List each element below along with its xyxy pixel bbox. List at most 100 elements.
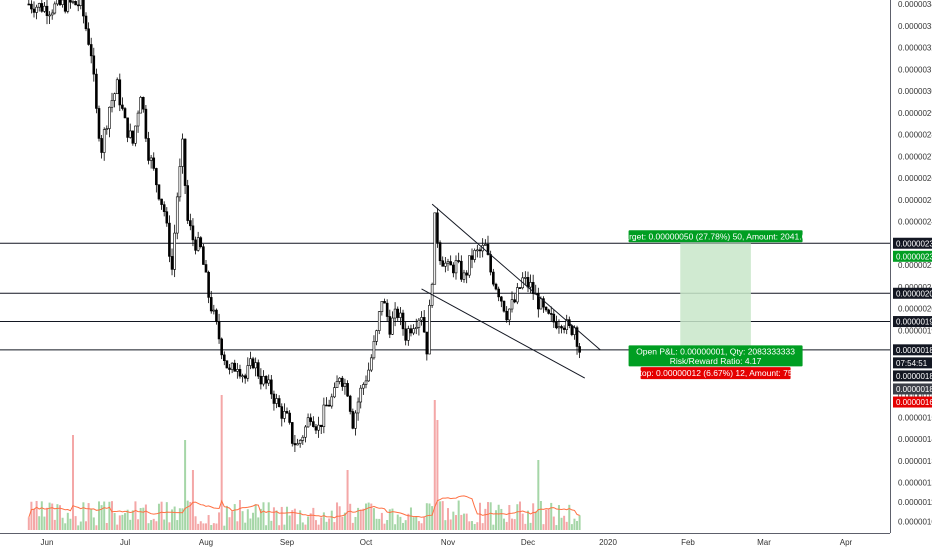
candle-body [529,282,532,288]
candle [343,378,347,395]
candle [497,286,500,302]
candle-body [66,0,70,12]
volume-bar [66,512,69,530]
candle [476,244,479,258]
candle [470,248,474,269]
candle-body [147,138,150,161]
volume-bar [489,502,492,530]
volume-bar [409,507,412,530]
volume-bar [576,520,579,530]
volume-bar [532,503,535,530]
candle-body [555,321,558,329]
candle [230,362,234,374]
candle-body [123,108,127,119]
volume-bar [304,524,307,530]
candle [465,270,468,284]
volume-ma-line [28,495,580,519]
candle-body [139,97,142,114]
candle [272,390,276,411]
candle [45,0,49,25]
volume-bar [444,520,447,530]
volume-bar [309,513,312,530]
volume-bar [238,500,241,530]
price-tag-label: 0.00000194 [896,318,932,327]
trendline [431,203,601,351]
candle [259,368,263,390]
volume-bar [278,525,281,530]
target-label-box-text: Target: 0.00000050 (27.78%) 50, Amount: … [620,231,811,241]
candle-body [280,406,284,419]
candle-body [526,277,530,288]
candle-body [134,125,137,144]
volume-bar [343,512,346,530]
volume-bar [333,522,336,530]
volume-bar [555,525,558,530]
candle [134,125,137,147]
candle-body [396,308,400,318]
candle-body [484,244,487,246]
x-tick-label: 2020 [599,538,617,547]
volume-bar [267,502,270,530]
volume-bar [447,508,449,530]
volume-bar [484,508,487,530]
y-tick-label: 0.00000300 [898,87,932,96]
candle-body [165,211,169,224]
candle-body [126,117,129,138]
candle [175,192,179,240]
candle-body [56,0,59,5]
candle [147,131,150,165]
candle [578,342,581,359]
candle-body [425,331,429,355]
candle [333,382,336,399]
candle-body [516,287,519,303]
volume-bar [441,501,444,530]
candle-body [457,260,460,262]
volume-bar [225,505,228,530]
price-tag-bg [893,316,932,328]
volume-bar [191,470,194,530]
volume-bar [396,514,399,530]
candle [61,0,64,8]
candle-body [473,250,476,260]
candle [277,395,281,408]
candle [95,68,98,114]
volume-bar [529,522,532,530]
volume-bar [254,504,257,530]
candle [110,92,114,113]
volume-bar [113,513,116,530]
candle [160,198,163,210]
candle-body [225,360,229,369]
candle-body [359,387,363,403]
y-tick-label: 0.00000120 [898,479,932,488]
volume-bar [537,460,540,530]
candle-body [128,130,132,138]
candle [417,318,421,336]
candle [69,0,72,9]
candle [30,0,33,14]
candle [76,0,80,12]
candle-body [160,198,163,205]
candle-body [82,0,85,17]
volume-bar [508,505,511,530]
volume-bar [383,523,386,530]
candle-body [256,362,260,377]
candle-body [87,28,90,45]
volume-bar [220,395,223,530]
candle-body [565,319,569,330]
price-tag-label: 07:54:51 [896,359,928,368]
x-tick-label: Nov [441,538,455,547]
candle [283,403,286,423]
volume-bar [527,510,529,530]
candle [377,311,381,335]
volume-bar [35,500,38,530]
candle [82,0,85,24]
candle-body [510,299,514,310]
candle [552,309,556,328]
volume-bar [134,501,137,530]
candle [136,110,140,133]
candle-body [414,326,418,329]
